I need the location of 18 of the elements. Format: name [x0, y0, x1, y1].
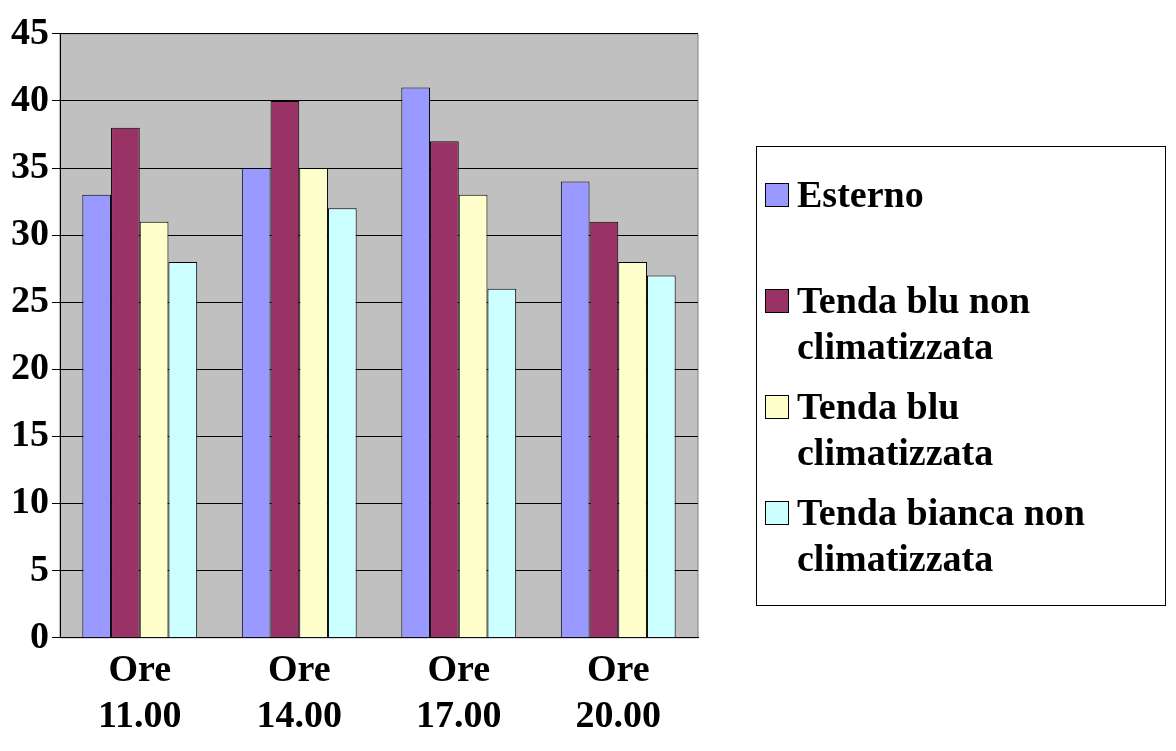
y-tick-label: 40	[11, 76, 49, 119]
y-tick-label: 5	[30, 546, 49, 589]
x-tick-label: Ore 20.00	[575, 647, 661, 736]
y-tick-label: 20	[11, 345, 49, 388]
y-tick-label: 10	[11, 479, 49, 522]
x-tick-label: Ore 11.00	[98, 647, 182, 736]
legend-label: Tenda blu climatizzata	[797, 383, 995, 475]
y-tick-label: 0	[30, 613, 49, 656]
x-tick-label: Ore 17.00	[416, 647, 502, 736]
legend-label: Esterno	[797, 171, 924, 217]
y-tick-label: 45	[11, 9, 49, 52]
y-tick-label: 15	[11, 412, 49, 455]
y-tick-label: 25	[11, 278, 49, 321]
legend-label: Tenda blu non climatizzata	[797, 277, 1032, 369]
legend-label: Tenda bianca non climatizzata	[797, 489, 1086, 581]
x-tick-label: Ore 14.00	[256, 647, 342, 736]
y-tick-label: 35	[11, 143, 49, 186]
y-tick-label: 30	[11, 210, 49, 253]
